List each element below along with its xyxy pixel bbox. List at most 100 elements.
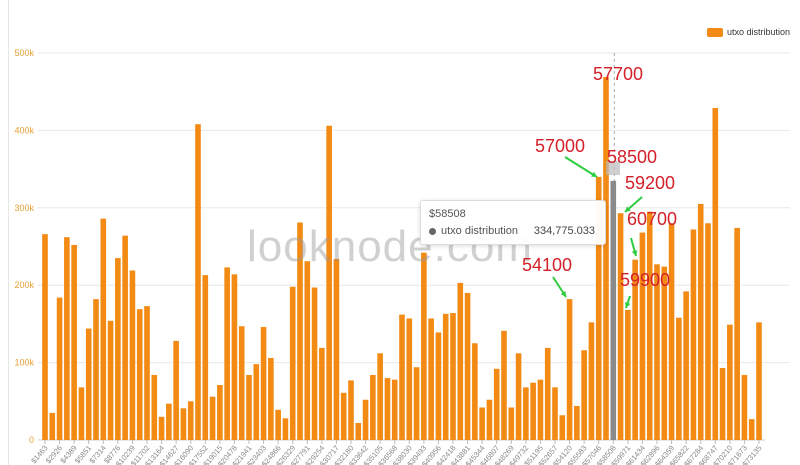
series-dot-icon — [429, 227, 436, 235]
bar — [406, 318, 413, 440]
annotation-60700: 60700 — [627, 209, 678, 229]
bar — [129, 270, 136, 440]
bar — [209, 396, 216, 440]
legend-swatch — [706, 27, 723, 37]
bar — [559, 415, 566, 440]
bar — [377, 353, 383, 440]
tooltip-title: $58508 — [429, 208, 466, 220]
bar — [49, 412, 56, 440]
bar — [253, 364, 260, 440]
bar — [581, 350, 587, 440]
bar — [574, 405, 580, 440]
bar — [595, 176, 602, 440]
y-tick-label: 500k — [14, 48, 34, 58]
bar — [333, 258, 340, 440]
bar — [78, 387, 85, 440]
bar — [544, 347, 551, 440]
bar — [107, 320, 114, 440]
bar — [238, 326, 245, 440]
bar — [326, 125, 332, 441]
bar — [697, 203, 704, 440]
legend-label: utxo distribution — [726, 27, 790, 37]
bar — [268, 357, 274, 440]
bar — [340, 392, 347, 440]
bar — [217, 385, 223, 440]
bar — [122, 235, 128, 440]
bar — [370, 374, 376, 440]
y-tick-label: 300k — [14, 203, 34, 213]
bar — [727, 324, 733, 440]
bar — [173, 340, 179, 440]
bar — [362, 399, 369, 440]
annotation-57700: 57700 — [593, 64, 644, 84]
bar — [158, 416, 165, 440]
bar — [625, 309, 631, 440]
y-tick-label: 100k — [14, 358, 34, 368]
arrow-head-icon — [631, 250, 638, 256]
bar — [224, 267, 230, 440]
bar — [289, 286, 296, 440]
tooltip-value: 334,775.033 — [533, 225, 595, 237]
legend[interactable]: utxo distribution — [706, 27, 790, 37]
bar — [690, 229, 697, 440]
bar — [166, 403, 172, 440]
bar — [428, 318, 434, 440]
bar — [479, 407, 485, 440]
tooltip: $58508 utxo distribution 334,775.033 — [420, 200, 606, 245]
bar — [683, 291, 689, 440]
bar — [304, 261, 311, 440]
bar — [115, 258, 121, 440]
bar — [260, 326, 267, 440]
bar — [144, 306, 150, 440]
bar — [442, 313, 449, 440]
bar — [756, 322, 762, 440]
arrow-head-icon — [625, 206, 631, 212]
annotation-59200: 59200 — [625, 173, 676, 193]
bar — [85, 328, 92, 440]
y-tick-label: 0 — [29, 435, 34, 445]
bar — [435, 332, 442, 440]
bar — [501, 330, 507, 440]
bar — [195, 124, 201, 440]
bar — [311, 287, 318, 440]
bar — [421, 252, 427, 440]
bar — [712, 107, 719, 440]
bar — [64, 237, 70, 440]
bar — [530, 382, 536, 440]
bar — [151, 374, 158, 440]
bar — [646, 211, 653, 440]
bar — [493, 368, 500, 440]
bar — [450, 313, 456, 440]
bar — [639, 232, 646, 440]
tooltip-series: utxo distribution — [441, 225, 519, 237]
annotation-59900: 59900 — [620, 270, 671, 290]
bar — [56, 297, 63, 440]
bar — [523, 387, 529, 440]
bar — [603, 76, 609, 440]
bar — [676, 317, 682, 440]
bar — [297, 222, 303, 440]
annotation-58500: 58500 — [607, 147, 658, 167]
bar — [617, 213, 624, 440]
bar — [508, 407, 515, 440]
bar — [399, 314, 405, 440]
bar — [93, 299, 99, 440]
bar — [515, 353, 522, 440]
bar — [42, 234, 48, 440]
bar — [741, 374, 748, 440]
annotation-arrow — [564, 156, 598, 178]
bar — [552, 387, 558, 440]
bar — [319, 347, 325, 440]
bar — [457, 282, 464, 440]
bar — [705, 223, 711, 440]
bar — [413, 367, 420, 440]
bar — [632, 259, 638, 440]
bar — [71, 244, 77, 440]
bar — [202, 275, 209, 440]
bar — [566, 299, 573, 440]
bar — [355, 422, 362, 440]
bar — [588, 322, 595, 440]
annotation-54100: 54100 — [522, 255, 573, 275]
arrow-head-icon — [591, 171, 597, 177]
